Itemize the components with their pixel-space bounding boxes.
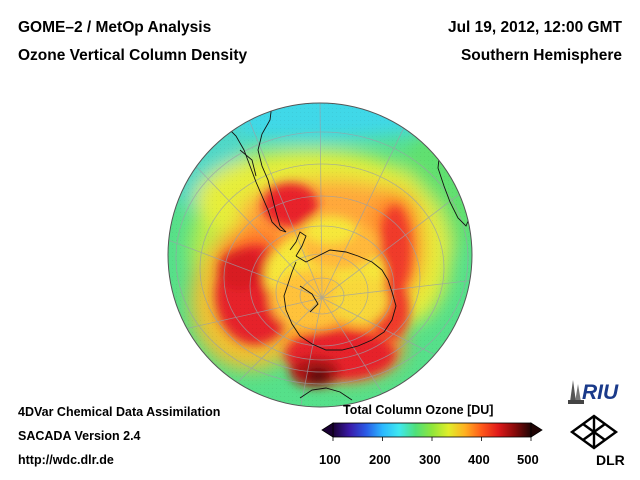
colorbar-tick-100: 100 — [319, 452, 341, 467]
title-date: Jul 19, 2012, 12:00 GMT — [447, 19, 622, 36]
colorbar-tick-400: 400 — [468, 452, 490, 467]
dlr-logo: DLR — [569, 414, 625, 468]
title-region: Southern Hemisphere — [460, 47, 622, 64]
colorbar — [321, 422, 543, 441]
antarctica-coast — [283, 249, 397, 351]
globe-outline — [167, 102, 473, 408]
colorbar-gradient — [332, 422, 532, 438]
footer-version: SACADA Version 2.4 — [18, 429, 141, 443]
footer-method: 4DVar Chemical Data Assimilation — [18, 405, 221, 419]
dlr-emblem-icon — [569, 414, 619, 450]
ozone-field — [168, 103, 472, 407]
riu-logo: RIU — [568, 380, 619, 404]
colorbar-tick-500: 500 — [517, 452, 539, 467]
title-variable: Ozone Vertical Column Density — [18, 47, 248, 64]
colorbar-high-arrow — [530, 422, 543, 438]
riu-cologne-cathedral-icon — [568, 380, 584, 404]
dlr-logo-text: DLR — [596, 452, 625, 468]
colorbar-tick-300: 300 — [419, 452, 441, 467]
footer-url[interactable]: http://wdc.dlr.de — [18, 453, 114, 467]
colorbar-title: Total Column Ozone [DU] — [343, 403, 494, 417]
antarctic-peninsula-coast — [289, 231, 307, 257]
riu-logo-text: RIU — [582, 381, 619, 404]
australia-coast — [299, 387, 353, 401]
colorbar-tick-200: 200 — [369, 452, 391, 467]
colorbar-low-arrow — [321, 422, 334, 438]
graticule — [168, 103, 472, 407]
title-instrument: GOME–2 / MetOp Analysis — [18, 19, 212, 36]
